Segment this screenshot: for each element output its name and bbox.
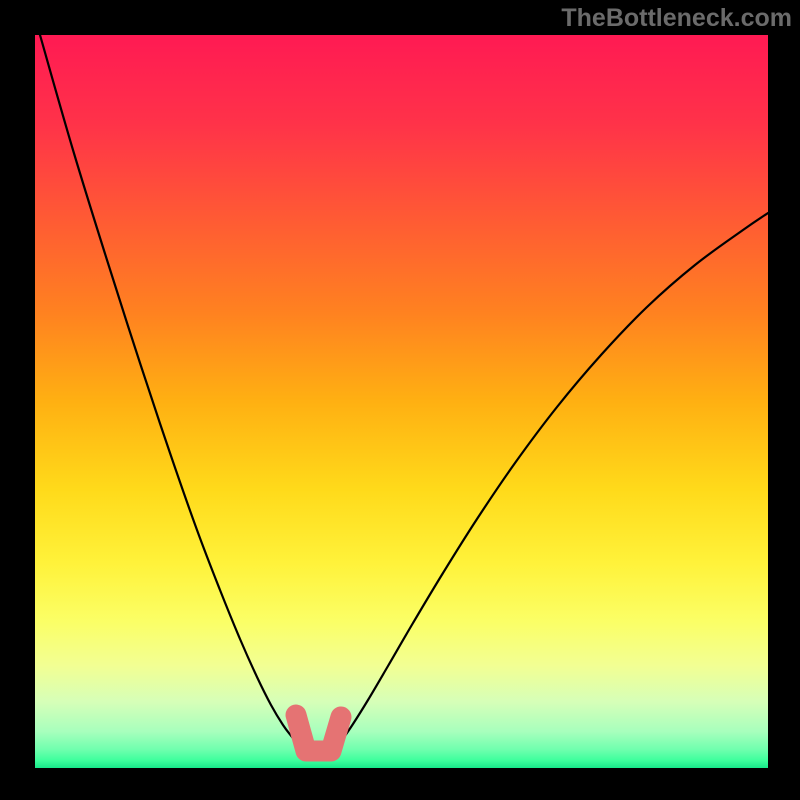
gradient-background <box>35 35 768 768</box>
chart-frame: TheBottleneck.com <box>0 0 800 800</box>
watermark-text: TheBottleneck.com <box>561 4 792 33</box>
plot-svg <box>35 35 768 768</box>
plot-area <box>35 35 768 768</box>
